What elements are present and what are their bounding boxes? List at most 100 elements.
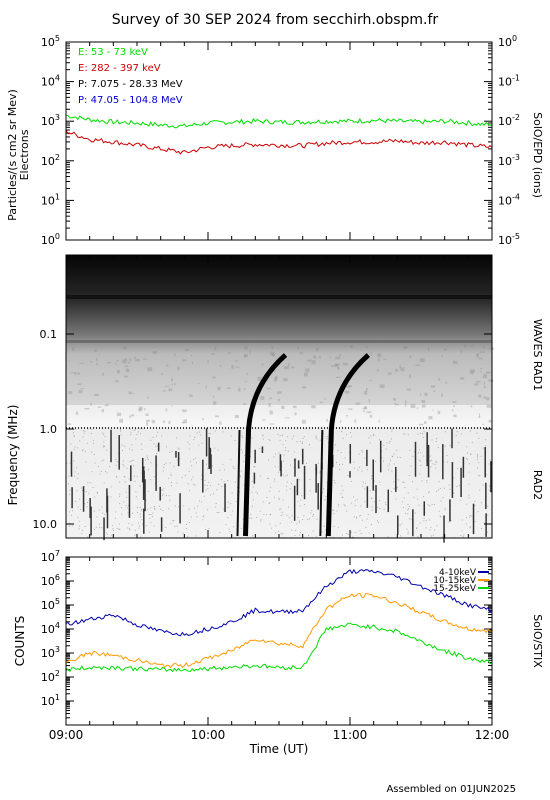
radio-speckle [362, 481, 364, 483]
radio-speckle [176, 459, 178, 461]
radio-speckle [370, 435, 372, 437]
radio-speckle [468, 497, 470, 499]
radio-speckle [94, 496, 96, 498]
radio-speckle [90, 361, 93, 363]
radio-speckle [70, 514, 72, 516]
radio-speckle [179, 457, 181, 459]
radio-speckle [237, 388, 241, 392]
radio-speckle [124, 445, 126, 447]
radio-speckle [275, 532, 277, 534]
radio-speckle [353, 467, 355, 469]
radio-speckle [293, 435, 295, 437]
radio-speckle [311, 405, 316, 409]
legend-protons-high: P: 47.05 - 104.8 MeV [78, 95, 183, 106]
radio-speckle [195, 535, 197, 537]
radio-speckle [408, 474, 410, 476]
radio-speckle [280, 515, 282, 517]
radio-speckle [423, 520, 425, 522]
radio-speckle [275, 525, 277, 527]
radio-speckle [105, 471, 107, 473]
particles-panel: 100 101 102 103 104 105 10-5 10-4 10-3 10-2 10-1 10… [6, 34, 544, 247]
radio-speckle [140, 509, 142, 511]
radio-speckle [302, 437, 304, 439]
radio-speckle [423, 431, 425, 433]
radio-speckle [460, 534, 462, 536]
radio-speckle [141, 519, 143, 521]
radio-speckle [325, 496, 327, 498]
radio-speckle [359, 530, 361, 532]
radio-speckle [409, 449, 411, 451]
radio-speckle [173, 520, 175, 522]
radio-speckle [115, 380, 119, 383]
radio-speckle [393, 463, 395, 465]
radio-speckle [341, 534, 343, 536]
radio-speckle [481, 359, 483, 361]
radio-speckle [119, 481, 121, 483]
radio-speckle [471, 441, 473, 443]
radio-ylabel-rad2: RAD2 [531, 470, 544, 500]
radio-speckle [182, 532, 184, 534]
radio-speckle [477, 511, 479, 513]
radio-speckle [79, 525, 81, 527]
radio-speckle [373, 434, 375, 436]
radio-speckle [378, 357, 380, 362]
radio-speckle [424, 392, 428, 397]
particles-ylabel-right: SolO/EPD (ions) [531, 112, 544, 198]
radio-speckle [210, 485, 212, 487]
radio-speckle [111, 525, 113, 527]
radio-speckle [406, 388, 412, 391]
radio-speckle [319, 470, 321, 472]
radio-speckle [345, 385, 351, 388]
radio-speckle [234, 360, 238, 362]
radio-speckle [135, 496, 137, 498]
radio-speckle [120, 507, 122, 509]
radio-speckle [114, 362, 117, 365]
radio-speckle [395, 498, 397, 500]
radio-speckle [488, 419, 492, 423]
radio-speckle [150, 522, 152, 524]
radio-speckle [84, 407, 90, 410]
radio-speckle [313, 355, 316, 358]
radio-speckle [170, 482, 172, 484]
radio-speckle [90, 428, 92, 430]
radio-speckle [87, 536, 89, 538]
radio-speckle [153, 525, 155, 527]
radio-speckle [405, 512, 407, 514]
radio-speckle [81, 529, 83, 531]
radio-speckle [474, 500, 476, 502]
radio-speckle [68, 493, 70, 495]
radio-speckle [448, 521, 450, 523]
radio-speckle [388, 463, 390, 465]
legend-protons-low: P: 7.075 - 28.33 MeV [78, 79, 183, 90]
radio-speckle [279, 435, 281, 437]
radio-speckle [158, 505, 160, 507]
radio-speckle [297, 500, 299, 502]
radio-speckle [150, 507, 152, 509]
radio-speckle [435, 467, 437, 469]
radio-speckle [468, 494, 470, 496]
radio-speckle [221, 485, 223, 487]
radio-speckle [191, 479, 193, 481]
radio-speckle [333, 525, 335, 527]
stix-tick-label: 102 [41, 669, 60, 684]
radio-speckle [363, 391, 368, 395]
radio-speckle [341, 485, 343, 487]
radio-speckle [77, 477, 79, 479]
radio-speckle [403, 481, 405, 483]
radio-speckle [323, 525, 325, 527]
radio-speckle [152, 436, 154, 438]
radio-speckle [371, 509, 373, 511]
radio-speckle [168, 495, 170, 497]
radio-speckle [471, 515, 473, 517]
radio-speckle [204, 528, 206, 530]
radio-speckle [466, 458, 468, 460]
radio-speckle [280, 533, 282, 535]
legend-electrons-high: E: 282 - 397 keV [78, 63, 161, 74]
radio-speckle [419, 393, 422, 396]
radio-speckle [461, 519, 463, 521]
radio-speckle [235, 366, 239, 368]
radio-speckle [98, 353, 101, 355]
radio-speckle [214, 430, 216, 432]
radio-speckle [178, 448, 180, 450]
radio-speckle [133, 465, 135, 467]
